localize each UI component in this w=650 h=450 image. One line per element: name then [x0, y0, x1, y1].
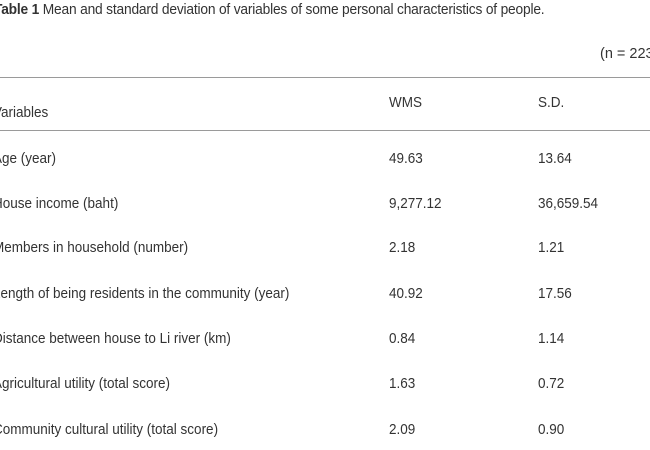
table-caption: Table 1 Mean and standard deviation of v…	[0, 2, 545, 18]
row-variable: House income (baht)	[0, 195, 119, 212]
header-sd: S.D.	[538, 94, 565, 111]
sample-size-note: (n = 223	[600, 46, 650, 62]
row-sd: 0.90	[538, 421, 565, 438]
row-wms: 9,277.12	[389, 195, 442, 212]
row-variable: Agricultural utility (total score)	[0, 375, 171, 392]
header-variables: Variables	[0, 104, 49, 121]
row-sd: 36,659.54	[538, 195, 599, 212]
row-wms: 40.92	[389, 285, 423, 302]
row-sd: 1.14	[538, 330, 565, 347]
header-wms: WMS	[389, 94, 423, 111]
row-wms: 1.63	[389, 375, 416, 392]
row-wms: 2.09	[389, 421, 416, 438]
table-top-rule	[0, 77, 650, 78]
row-variable: Community cultural utility (total score)	[0, 421, 219, 438]
table-header-rule	[0, 130, 650, 131]
row-wms: 2.18	[389, 239, 416, 256]
table-caption-label: Table 1	[0, 2, 40, 18]
row-variable: Members in household (number)	[0, 239, 189, 256]
row-variable: Distance between house to Li river (km)	[0, 330, 231, 347]
table-caption-text: Mean and standard deviation of variables…	[42, 2, 545, 18]
row-variable: Length of being residents in the communi…	[0, 285, 290, 302]
row-sd: 0.72	[538, 375, 565, 392]
row-sd: 17.56	[538, 285, 572, 302]
row-sd: 13.64	[538, 150, 572, 167]
row-variable: Age (year)	[0, 150, 57, 167]
row-sd: 1.21	[538, 239, 565, 256]
row-wms: 49.63	[389, 150, 423, 167]
row-wms: 0.84	[389, 330, 416, 347]
